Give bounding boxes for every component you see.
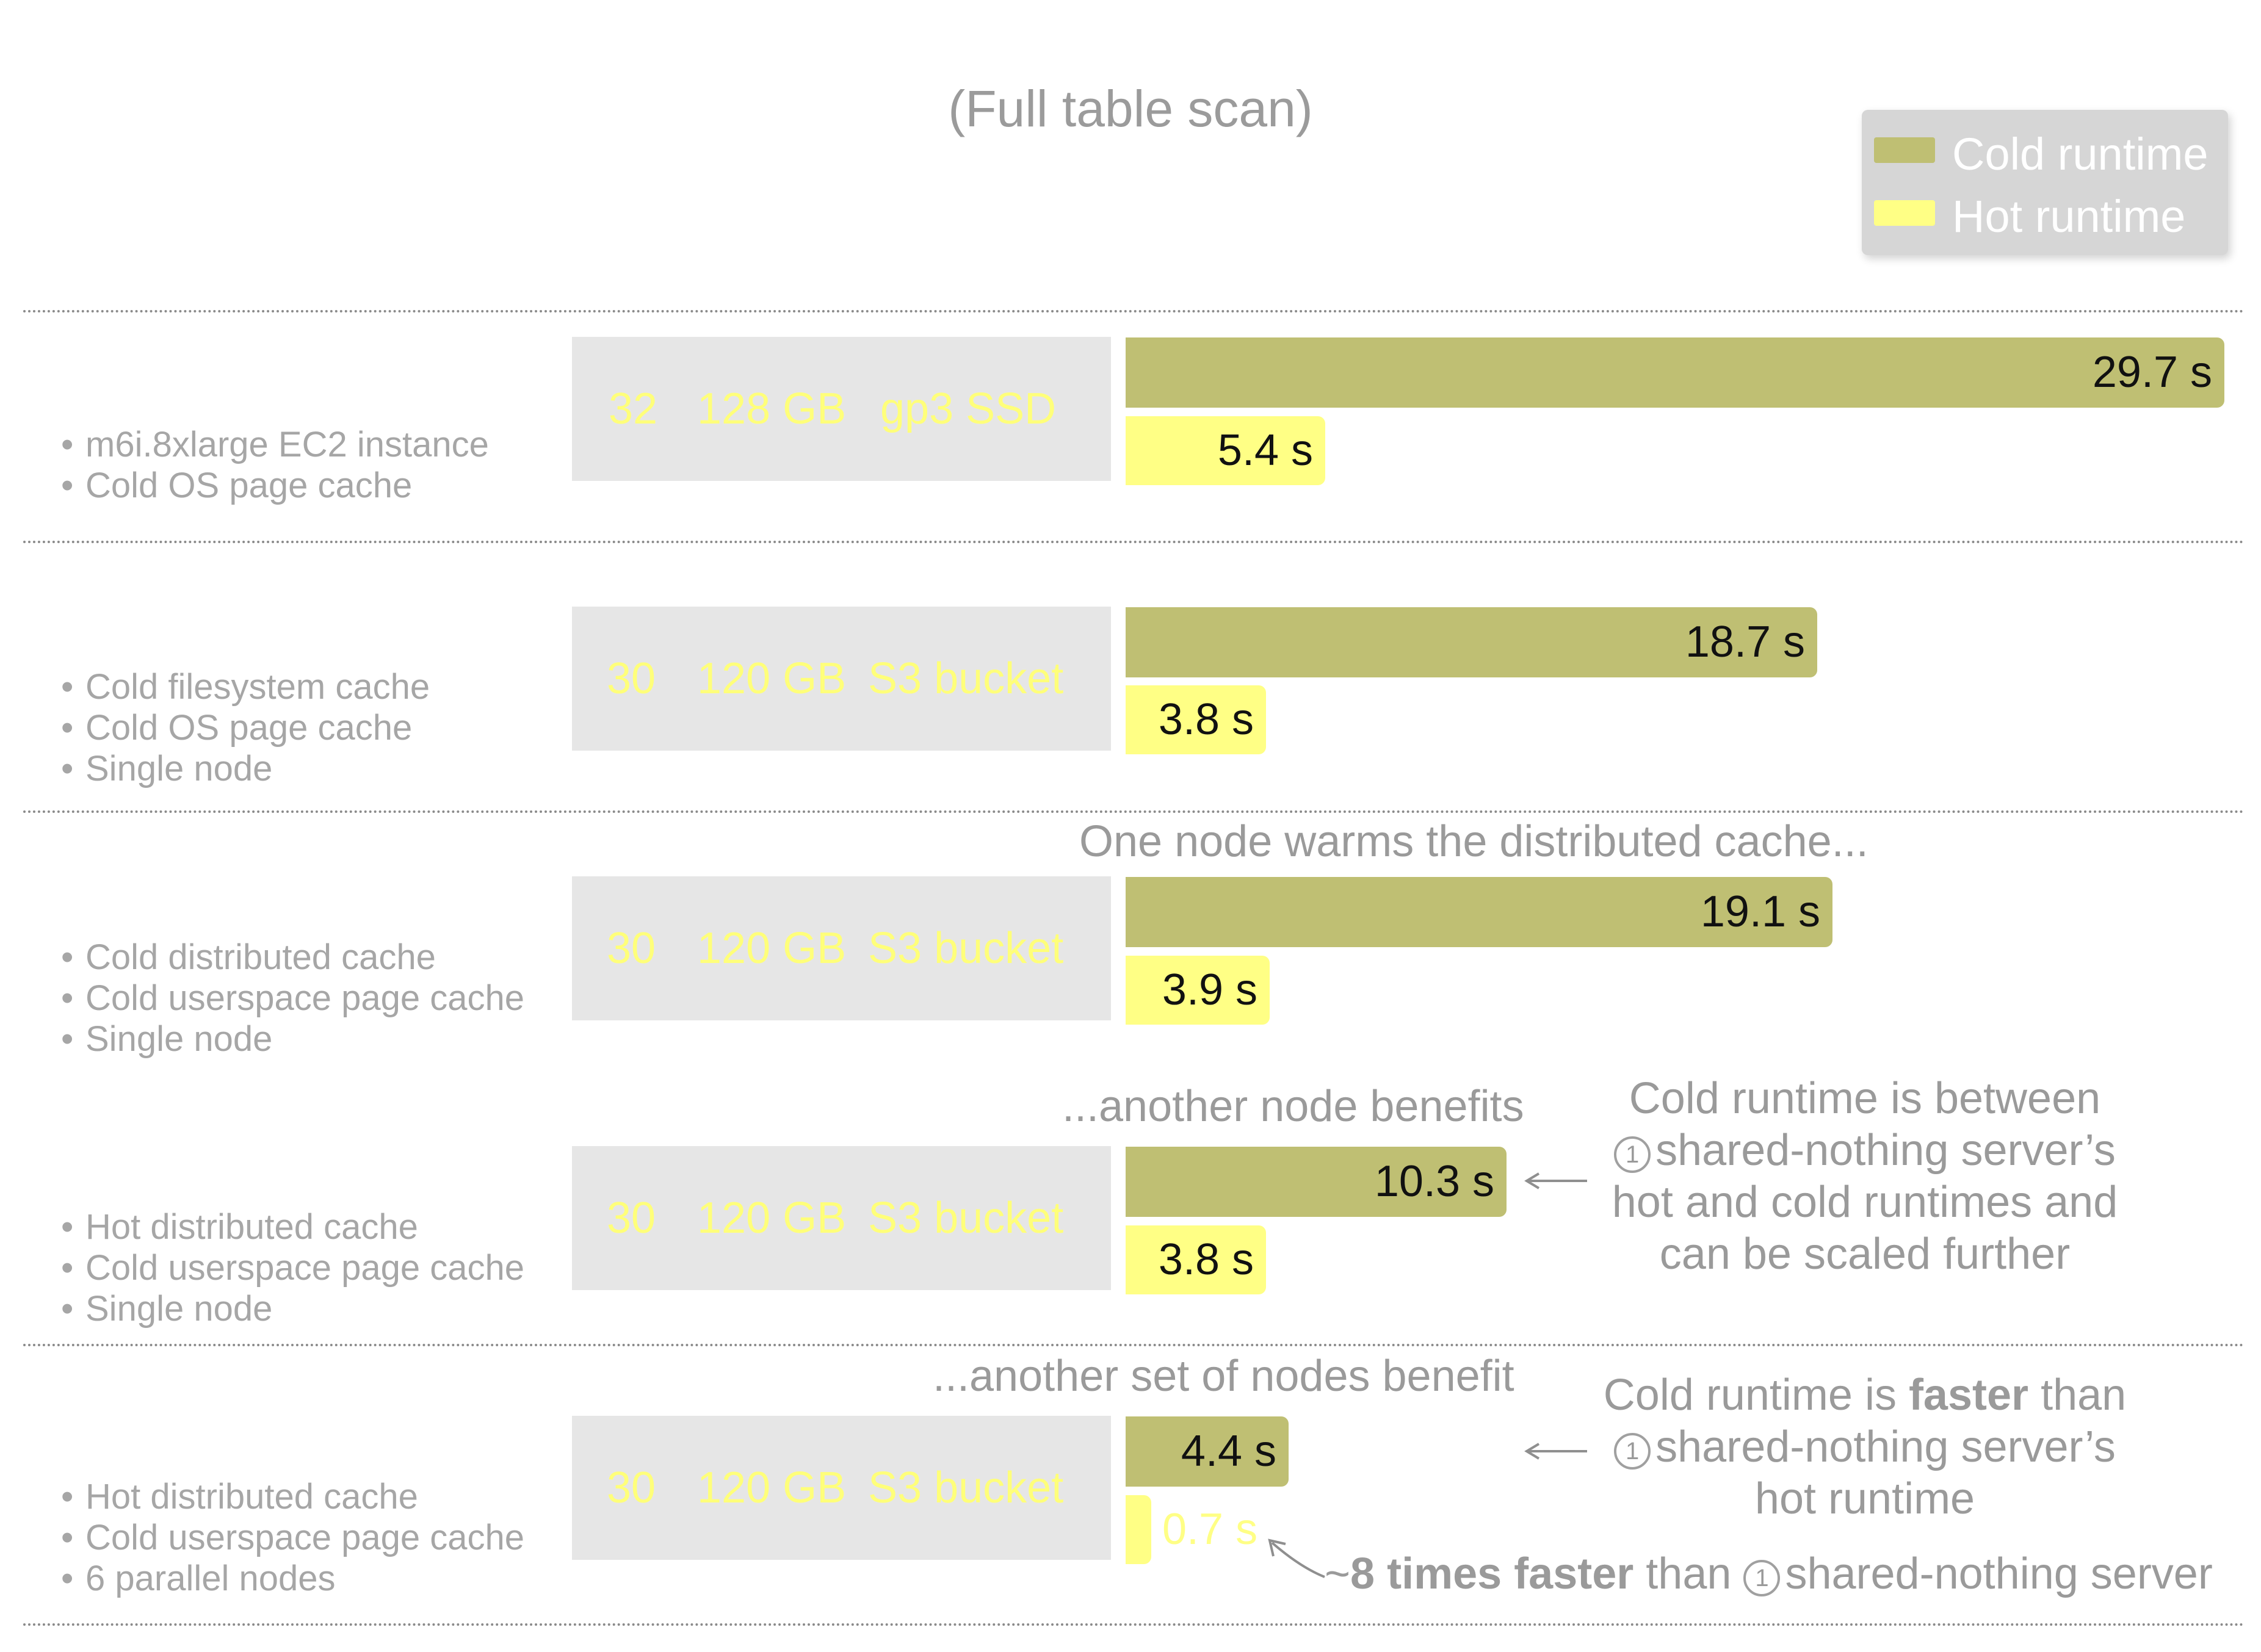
row-divider: [23, 1623, 2245, 1626]
annotation-another-set: ...another set of nodes benefit: [933, 1352, 1514, 1401]
curved-arrow-icon: [1268, 1538, 1325, 1578]
row-divider: [23, 1344, 2245, 1346]
bullet-item: Hot distributed cache: [85, 1207, 524, 1247]
annotation-faster-text: than: [2028, 1371, 2127, 1419]
arrow-left-icon: [1524, 1172, 1587, 1189]
annotation-times-text: shared-nothing server: [1785, 1549, 2213, 1598]
bullet-item: Single node: [85, 1019, 524, 1059]
arrow-left-icon: [1524, 1443, 1587, 1460]
spec-storage: S3 bucket: [868, 1463, 1064, 1512]
spec-storage: S3 bucket: [868, 924, 1064, 973]
circle-ref-icon: 1: [1614, 1136, 1651, 1173]
bullet-item: Cold userspace page cache: [85, 1247, 524, 1288]
spec-vcpus: 30: [607, 1194, 656, 1243]
circle-ref-icon: 1: [1743, 1560, 1781, 1596]
spec-memory: 120 GB: [697, 1463, 847, 1512]
legend-label-hot: Hot runtime: [1952, 191, 2186, 242]
spec-memory: 120 GB: [697, 1194, 847, 1243]
bullet-item: 6 parallel nodes: [85, 1558, 524, 1599]
bar-cold-row-1: 29.7 s: [1126, 337, 2224, 408]
bar-hot-row-4: 3.8 s: [1126, 1225, 1266, 1294]
bar-cold-row-2: 18.7 s: [1126, 607, 1817, 677]
bar-cold-row-3: 19.1 s: [1126, 877, 1832, 947]
annotation-between: Cold runtime is between 1 shared-nothing …: [1599, 1073, 2130, 1280]
row-1-bullets: m6i.8xlarge EC2 instance Cold OS page ca…: [85, 424, 489, 506]
annotation-between-text: shared-nothing server’s: [1655, 1126, 2116, 1175]
bullet-item: Cold OS page cache: [85, 465, 489, 506]
row-4-spec-box: 30 120 GB S3 bucket: [572, 1146, 1111, 1290]
legend-swatch-cold: [1874, 137, 1935, 163]
bar-hot-row-2: 3.8 s: [1126, 685, 1266, 754]
spec-vcpus: 30: [607, 654, 656, 703]
spec-memory: 120 GB: [697, 654, 847, 703]
annotation-faster-line: hot runtime: [1754, 1474, 1975, 1523]
row-5-bullets: Hot distributed cache Cold userspace pag…: [85, 1476, 524, 1599]
annotation-between-line: can be scaled further: [1659, 1230, 2071, 1279]
annotation-faster-line: Cold runtime is faster than: [1587, 1369, 2143, 1421]
row-4-bullets: Hot distributed cache Cold userspace pag…: [85, 1207, 524, 1329]
bullet-item: Single node: [85, 1288, 524, 1329]
bar-label-hot-row-1: 5.4 s: [1217, 426, 1313, 475]
row-divider: [23, 541, 2245, 543]
row-1-spec-box: 32 128 GB gp3 SSD: [572, 337, 1111, 481]
bar-hot-row-3: 3.9 s: [1126, 956, 1270, 1025]
bar-hot-row-1: 5.4 s: [1126, 416, 1325, 485]
row-divider: [23, 310, 2245, 312]
bullet-item: m6i.8xlarge EC2 instance: [85, 424, 489, 465]
bar-label-cold-row-3: 19.1 s: [1700, 887, 1820, 936]
bullet-item: Cold userspace page cache: [85, 1517, 524, 1558]
bullet-item: Single node: [85, 748, 430, 789]
spec-vcpus: 30: [607, 924, 656, 973]
annotation-times-text: ~: [1325, 1549, 1351, 1598]
legend-swatch-hot: [1874, 200, 1935, 226]
bullet-item: Hot distributed cache: [85, 1476, 524, 1517]
annotation-one-node: One node warms the distributed cache...: [1079, 817, 1868, 866]
bar-label-hot-row-3: 3.9 s: [1162, 965, 1257, 1014]
bar-label-hot-row-2: 3.8 s: [1158, 695, 1254, 744]
bar-hot-row-5: [1126, 1495, 1151, 1564]
annotation-times-faster: ~8 times faster than 1 shared-nothing ser…: [1325, 1549, 2213, 1599]
bar-label-hot-row-4: 3.8 s: [1158, 1235, 1254, 1284]
spec-vcpus: 32: [609, 384, 658, 433]
bar-cold-row-5: 4.4 s: [1126, 1416, 1289, 1487]
annotation-another-node: ...another node benefits: [1062, 1082, 1524, 1131]
annotation-times-text: than: [1633, 1549, 1744, 1598]
annotation-between-line: hot and cold runtimes and: [1612, 1178, 2118, 1227]
spec-memory: 128 GB: [697, 384, 847, 433]
row-2-bullets: Cold filesystem cache Cold OS page cache…: [85, 666, 430, 789]
annotation-faster: Cold runtime is faster than 1 shared-noth…: [1587, 1369, 2143, 1525]
annotation-faster-line: 1 shared-nothing server’s: [1587, 1421, 2143, 1473]
row-3-bullets: Cold distributed cache Cold userspace pa…: [85, 937, 524, 1059]
row-2-spec-box: 30 120 GB S3 bucket: [572, 607, 1111, 751]
bar-label-cold-row-1: 29.7 s: [2092, 348, 2212, 397]
bullet-item: Cold OS page cache: [85, 707, 430, 748]
legend: Cold runtime Hot runtime: [1862, 110, 2228, 255]
bar-label-cold-row-4: 10.3 s: [1374, 1157, 1494, 1206]
annotation-times-bold: 8 times faster: [1350, 1549, 1634, 1598]
spec-vcpus: 30: [607, 1463, 656, 1512]
row-5-spec-box: 30 120 GB S3 bucket: [572, 1416, 1111, 1560]
bullet-item: Cold filesystem cache: [85, 666, 430, 707]
spec-memory: 120 GB: [697, 924, 847, 973]
bullet-item: Cold distributed cache: [85, 937, 524, 978]
row-divider: [23, 810, 2245, 813]
annotation-between-line: 1 shared-nothing server’s: [1599, 1125, 2130, 1177]
bar-label-cold-row-2: 18.7 s: [1685, 618, 1805, 666]
annotation-between-line: Cold runtime is between: [1629, 1074, 2101, 1123]
spec-storage: gp3 SSD: [880, 384, 1057, 433]
annotation-faster-bold: faster: [1908, 1371, 2029, 1419]
row-3-spec-box: 30 120 GB S3 bucket: [572, 876, 1111, 1020]
circle-ref-icon: 1: [1614, 1433, 1651, 1470]
bar-label-cold-row-5: 4.4 s: [1181, 1427, 1276, 1476]
spec-storage: S3 bucket: [868, 1194, 1064, 1243]
chart-subtitle: (Full table scan): [948, 80, 1313, 137]
bar-label-hot-row-5: 0.7 s: [1162, 1505, 1258, 1554]
legend-label-cold: Cold runtime: [1952, 129, 2209, 179]
annotation-faster-text: Cold runtime is: [1603, 1371, 1909, 1419]
bullet-item: Cold userspace page cache: [85, 978, 524, 1019]
annotation-faster-text: shared-nothing server’s: [1655, 1423, 2116, 1471]
spec-storage: S3 bucket: [868, 654, 1064, 703]
bar-cold-row-4: 10.3 s: [1126, 1147, 1507, 1217]
